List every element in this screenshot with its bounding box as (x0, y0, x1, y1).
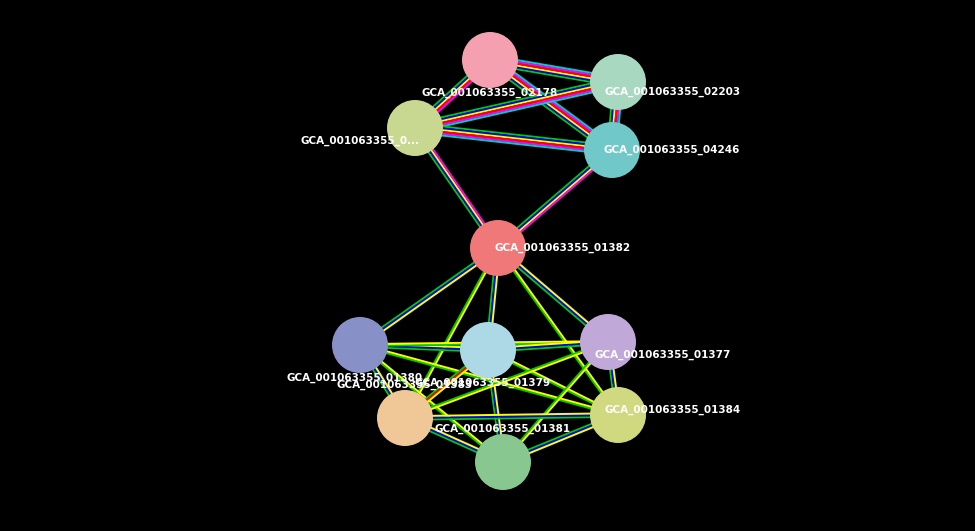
Circle shape (332, 317, 388, 373)
Text: GCA_001063355_02203: GCA_001063355_02203 (604, 87, 741, 97)
Text: GCA_001063355_01377: GCA_001063355_01377 (595, 350, 731, 360)
Text: GCA_001063355_01379: GCA_001063355_01379 (415, 378, 551, 388)
Circle shape (462, 32, 518, 88)
Text: GCA_001063355_0...: GCA_001063355_0... (300, 136, 419, 146)
Circle shape (460, 322, 516, 378)
Circle shape (580, 314, 636, 370)
Text: GCA_001063355_01381: GCA_001063355_01381 (435, 424, 571, 434)
Text: GCA_001063355_04246: GCA_001063355_04246 (604, 145, 740, 155)
Text: GCA_001063355_01382: GCA_001063355_01382 (495, 243, 631, 253)
Text: GCA_001063355_01384: GCA_001063355_01384 (604, 405, 741, 415)
Circle shape (470, 220, 526, 276)
Text: GCA_001063355_02178: GCA_001063355_02178 (422, 88, 558, 98)
Text: GCA_001063355_01383: GCA_001063355_01383 (337, 380, 473, 390)
Circle shape (590, 387, 646, 443)
Circle shape (387, 100, 443, 156)
Text: GCA_001063355_01380: GCA_001063355_01380 (287, 373, 423, 383)
Circle shape (590, 54, 646, 110)
Circle shape (584, 122, 640, 178)
Circle shape (377, 390, 433, 446)
Circle shape (475, 434, 531, 490)
